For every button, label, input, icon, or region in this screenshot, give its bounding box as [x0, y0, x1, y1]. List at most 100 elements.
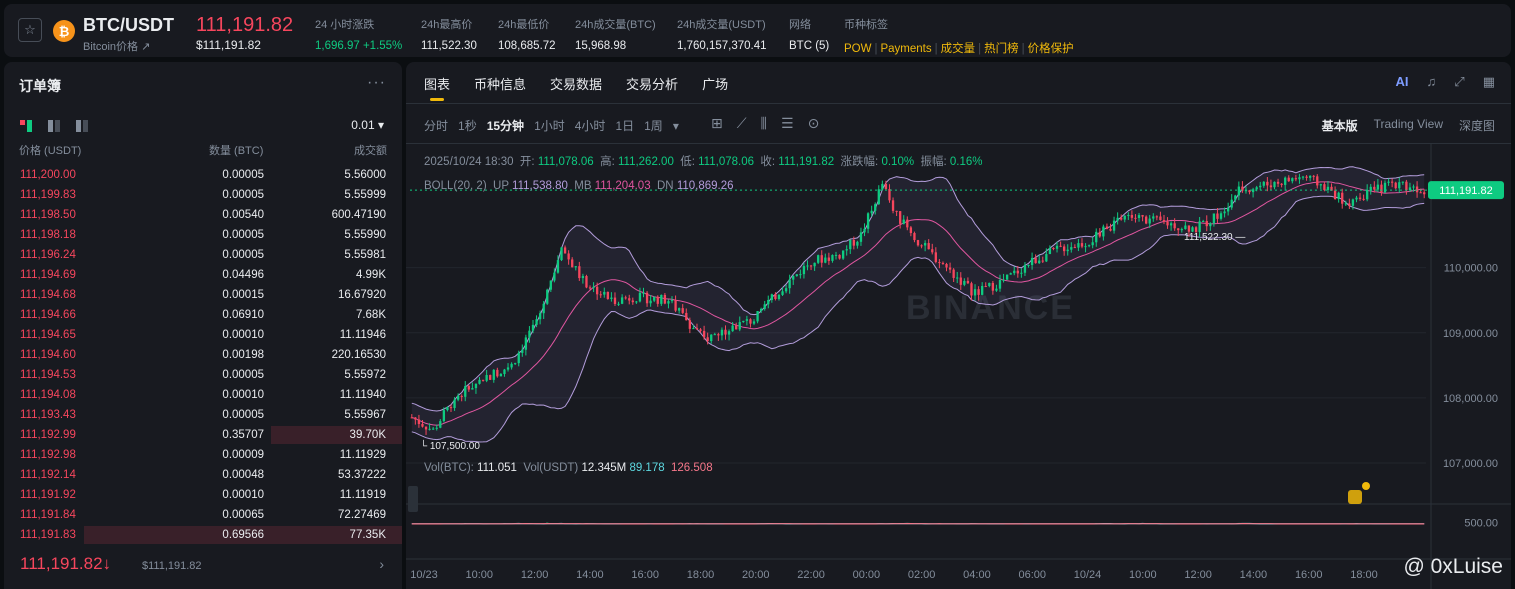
favorite-star-icon[interactable]: ☆ [18, 18, 42, 42]
candle-body [417, 419, 421, 424]
candle-body [528, 330, 531, 338]
ask-qty: 0.04496 [222, 269, 264, 281]
chart-type-icon[interactable]: ⟋ [736, 115, 747, 131]
coin-tag[interactable]: 成交量 [940, 43, 976, 55]
candle-body [749, 319, 752, 324]
candle-body [1102, 226, 1105, 237]
coin-price-link[interactable]: Bitcoin价格 ↗ [83, 41, 151, 53]
ask-row[interactable]: 111,198.18 0.00005 5.55990 [4, 225, 402, 245]
candle-body [1387, 181, 1390, 183]
tab-4[interactable]: 广场 [702, 77, 729, 92]
settings-list-icon[interactable]: ☰ [781, 115, 794, 131]
interval-6[interactable]: 1周 [644, 119, 663, 133]
chevron-right-icon[interactable]: › [379, 556, 384, 572]
view-0[interactable]: 基本版 [1321, 119, 1358, 133]
candle-body [685, 312, 688, 321]
candle-body [713, 334, 716, 336]
view-2[interactable]: 深度图 [1458, 119, 1495, 133]
candlestick-chart[interactable]: 107,000.00 108,000.00 109,000.00 110,000.00… [406, 144, 1511, 589]
price-precision-select[interactable]: 0.01 ▾ [351, 118, 384, 132]
ask-row[interactable]: 111,191.92 0.00010 11.11919 [4, 485, 402, 505]
candle-body [531, 324, 535, 331]
interval-5[interactable]: 1日 [615, 119, 635, 133]
candle-body [1362, 198, 1365, 200]
candle-body [421, 423, 424, 427]
candle-body [1016, 270, 1019, 274]
ask-row[interactable]: 111,196.24 0.00005 5.55981 [4, 245, 402, 265]
ask-row[interactable]: 111,192.14 0.00048 53.37222 [4, 465, 402, 485]
ask-row[interactable]: 111,194.69 0.04496 4.99K [4, 265, 402, 285]
ask-row[interactable]: 111,191.83 0.69566 77.35K [4, 525, 402, 545]
candle-body [959, 277, 962, 285]
candle-body [735, 325, 738, 330]
ask-row[interactable]: 111,199.83 0.00005 5.55999 [4, 185, 402, 205]
candle-body [1212, 213, 1216, 224]
tab-2[interactable]: 交易数据 [550, 77, 603, 92]
col-price: 价格 (USDT) [19, 145, 82, 157]
candle-body [1077, 243, 1080, 248]
ask-row[interactable]: 111,194.65 0.00010 11.11946 [4, 325, 402, 345]
interval-2[interactable]: 15分钟 [486, 119, 525, 133]
candle-body [777, 294, 781, 299]
book-both-view-icon[interactable] [20, 120, 32, 132]
coin-tag[interactable]: 热门榜 [984, 43, 1019, 55]
view-1[interactable]: Trading View [1373, 117, 1443, 131]
ask-price: 111,196.24 [20, 249, 76, 261]
ask-row[interactable]: 111,193.43 0.00005 5.55967 [4, 405, 402, 425]
candle-body [710, 334, 713, 342]
candle-body [927, 243, 930, 250]
ask-row[interactable]: 111,192.99 0.35707 39.70K [4, 425, 402, 445]
candle-body [1234, 195, 1237, 200]
bell-icon[interactable]: ♫ [1426, 74, 1437, 89]
candle-body [806, 265, 809, 267]
x-tick-label: 16:00 [1295, 569, 1323, 581]
ask-row[interactable]: 111,191.84 0.00065 72.27469 [4, 505, 402, 525]
candle-body [524, 337, 528, 350]
coin-tag[interactable]: POW [844, 43, 872, 55]
trading-pair-title[interactable]: BTC/USDT [83, 15, 174, 35]
stat-4: 24h成交量(USDT) 1,760,157,370.41 [677, 16, 767, 52]
candle-body [931, 249, 934, 253]
ask-price: 111,199.83 [20, 189, 76, 201]
interval-1[interactable]: 1秒 [458, 119, 477, 133]
candle-body [481, 379, 485, 381]
interval-3[interactable]: 1小时 [534, 119, 565, 133]
coin-tag[interactable]: Payments [880, 43, 932, 55]
ask-row[interactable]: 111,200.00 0.00005 5.56000 [4, 165, 402, 185]
interval-0[interactable]: 分时 [424, 119, 449, 133]
candle-body [956, 277, 959, 279]
interval-4[interactable]: 4小时 [574, 119, 606, 133]
ask-row[interactable]: 111,194.68 0.00015 16.67920 [4, 285, 402, 305]
candle-body [492, 369, 495, 380]
x-tick-label: 22:00 [797, 569, 825, 581]
interval-7[interactable]: ▾ [672, 118, 679, 133]
ask-row[interactable]: 111,194.66 0.06910 7.68K [4, 305, 402, 325]
ask-row[interactable]: 111,194.53 0.00005 5.55972 [4, 365, 402, 385]
tab-0[interactable]: 图表 [424, 74, 450, 101]
ask-total: 72.27469 [338, 509, 386, 521]
candle-body [1312, 175, 1315, 177]
book-asks-view-icon[interactable] [76, 120, 88, 132]
candle-body [635, 301, 638, 303]
candle-body [902, 219, 905, 224]
layout-grid-icon[interactable]: ▦ [1482, 74, 1495, 89]
target-icon[interactable]: ⊙ [807, 115, 820, 131]
ask-qty: 0.69566 [222, 529, 264, 541]
ai-icon[interactable]: AI [1395, 74, 1409, 89]
ask-row[interactable]: 111,194.60 0.00198 220.16530 [4, 345, 402, 365]
tab-1[interactable]: 币种信息 [474, 77, 527, 92]
candle-body [1269, 185, 1273, 188]
candle-style-icon[interactable]: ⫼ [760, 115, 767, 131]
x-tick-label: 12:00 [521, 569, 549, 581]
indicator-icon[interactable]: ⊞ [711, 115, 723, 131]
ask-row[interactable]: 111,192.98 0.00009 11.11929 [4, 445, 402, 465]
ask-row[interactable]: 111,194.08 0.00010 11.11940 [4, 385, 402, 405]
tab-3[interactable]: 交易分析 [626, 77, 679, 92]
coin-tag[interactable]: 价格保护 [1027, 43, 1074, 55]
fullscreen-icon[interactable]: ⤢ [1454, 74, 1465, 89]
ask-row[interactable]: 111,198.50 0.00540 600.47190 [4, 205, 402, 225]
order-book-last-price: 111,191.82↓ [20, 554, 112, 573]
candle-body [991, 282, 995, 291]
more-options-icon[interactable]: ··· [367, 74, 386, 91]
book-bids-view-icon[interactable] [48, 120, 60, 132]
